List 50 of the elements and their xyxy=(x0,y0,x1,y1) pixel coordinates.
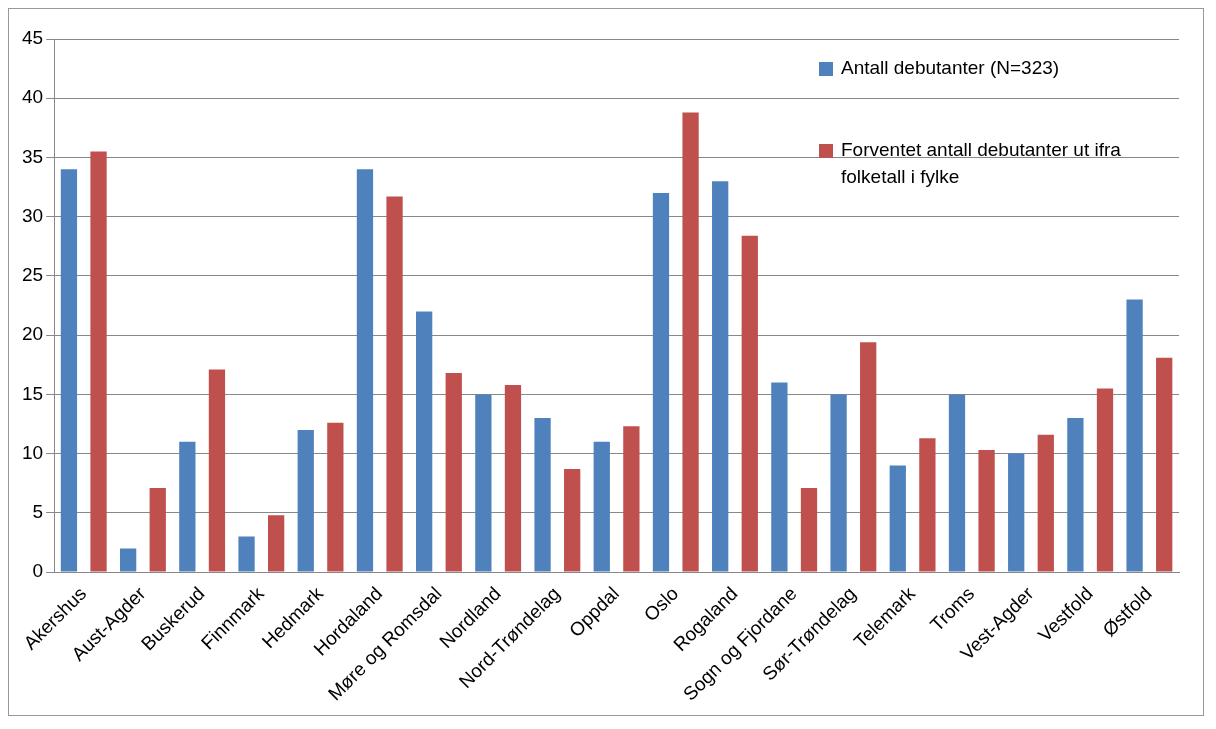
bar xyxy=(504,384,522,572)
bar xyxy=(1067,418,1084,572)
bar xyxy=(208,369,226,572)
legend-label: Antall debutanter (N=323) xyxy=(841,57,1060,79)
y-tick-label: 35 xyxy=(21,145,44,167)
bar xyxy=(1156,357,1173,572)
bar xyxy=(327,422,344,572)
bar xyxy=(1126,299,1143,572)
bar xyxy=(564,469,581,572)
bar xyxy=(889,465,906,572)
bar xyxy=(60,169,78,572)
y-tick-label: 30 xyxy=(21,204,44,226)
bar xyxy=(534,418,551,572)
bar xyxy=(179,441,196,572)
bar xyxy=(919,438,936,572)
bar xyxy=(445,373,462,572)
legend-label: Forventet antall debutanter ut ifra folketall i fylke xyxy=(841,139,1122,188)
bar xyxy=(978,450,995,572)
bar xyxy=(416,311,433,572)
y-tick-label: 45 xyxy=(21,27,44,49)
bar xyxy=(623,426,640,572)
y-tick-label: 15 xyxy=(21,382,44,404)
bar xyxy=(297,429,314,572)
bar xyxy=(948,394,966,572)
bar xyxy=(593,441,610,572)
bar xyxy=(238,536,255,572)
bar xyxy=(1037,434,1054,572)
y-tick-label: 25 xyxy=(21,264,44,286)
y-tick-label: 0 xyxy=(32,560,44,582)
bar xyxy=(800,487,818,572)
bar xyxy=(830,394,847,572)
bar xyxy=(268,515,285,572)
bar xyxy=(1096,388,1114,572)
bar xyxy=(741,235,758,572)
y-tick-label: 10 xyxy=(21,441,44,463)
bar xyxy=(652,193,670,572)
bar xyxy=(771,382,788,572)
bar xyxy=(90,151,107,572)
bar xyxy=(682,112,699,572)
bar xyxy=(860,342,877,572)
bar xyxy=(475,394,492,572)
bar xyxy=(1008,453,1025,572)
y-tick-label: 5 xyxy=(32,501,44,523)
bar xyxy=(356,169,374,572)
bar xyxy=(712,181,729,572)
y-tick-label: 40 xyxy=(21,86,44,108)
y-tick-label: 20 xyxy=(21,323,44,345)
bar xyxy=(386,196,403,572)
bar xyxy=(149,487,166,572)
bar xyxy=(120,548,137,572)
